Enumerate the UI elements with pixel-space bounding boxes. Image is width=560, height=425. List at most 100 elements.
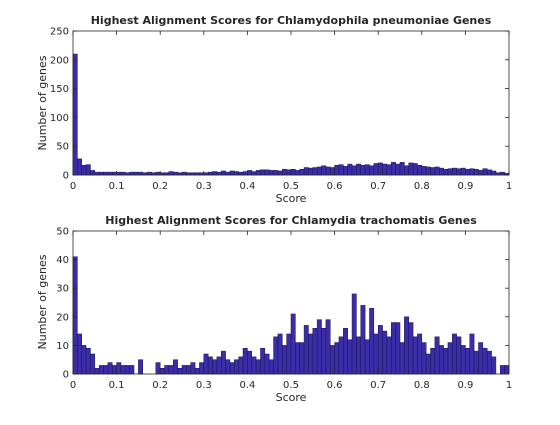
histogram-bar	[116, 362, 122, 375]
histogram-bar	[98, 171, 104, 176]
histogram-bar	[417, 164, 423, 176]
histogram-bar	[173, 171, 178, 176]
histogram-bar	[443, 168, 449, 176]
histogram-bar	[399, 162, 405, 176]
histogram-bar	[273, 170, 279, 176]
histogram-bar	[382, 330, 388, 375]
histogram-bar	[168, 171, 174, 176]
histogram-bar	[290, 313, 296, 375]
histogram-bar	[421, 342, 427, 375]
histogram-bar	[425, 166, 431, 176]
x-tick-label: 0.3	[196, 181, 212, 192]
histogram-bar	[473, 168, 479, 176]
histogram-bar	[356, 336, 362, 375]
histogram-bar	[447, 168, 453, 176]
x-tick-label: 0.5	[283, 380, 299, 391]
histogram-bar	[242, 171, 248, 176]
histogram-bar	[377, 325, 383, 375]
histogram-bar	[338, 164, 344, 176]
histogram-bar	[111, 171, 117, 176]
histogram-bar	[460, 345, 466, 375]
histogram-bar	[504, 365, 510, 375]
histogram-bar	[138, 171, 144, 176]
histogram-bar	[260, 169, 266, 176]
histogram-bar	[308, 167, 314, 176]
histogram-bar	[286, 169, 292, 176]
histogram-bar	[295, 342, 300, 375]
histogram-bar	[395, 163, 401, 176]
x-ticks: 0 0.1 0.2 0.3 0.4 0.5 0.6 0.7 0.8 0.9 1	[70, 31, 512, 192]
y-ticks: 0 50 100 150 200 250	[50, 27, 509, 182]
x-tick-label: 0	[70, 380, 76, 391]
x-ticks: 0 0.1 0.2 0.3 0.4 0.5 0.6 0.7 0.8 0.9 1	[70, 231, 512, 391]
x-tick-label: 0.4	[239, 181, 255, 192]
histogram-bar	[207, 356, 213, 375]
histogram-bar	[465, 348, 471, 375]
histogram-bar	[168, 365, 174, 375]
histogram-bar	[159, 368, 165, 375]
histogram-bar	[329, 345, 335, 375]
histogram-bar	[351, 293, 357, 375]
histogram-bar	[277, 333, 283, 375]
histogram-bar	[421, 166, 427, 176]
histogram-bar	[399, 342, 405, 375]
histogram-bar	[129, 365, 135, 375]
histogram-bar	[220, 170, 226, 176]
x-tick-label: 0.2	[152, 181, 168, 192]
histogram-bar	[107, 171, 113, 176]
y-tick-label: 30	[56, 284, 69, 295]
histogram-bar	[303, 167, 309, 176]
histogram-bar	[146, 171, 152, 176]
x-tick-label: 0.5	[283, 181, 299, 192]
histogram-bar	[98, 365, 104, 375]
histogram-bar	[103, 171, 109, 176]
histogram-bar	[434, 336, 440, 375]
histogram-bar	[133, 171, 139, 176]
histogram-bar	[173, 359, 178, 375]
histogram-bar	[491, 356, 497, 375]
x-tick-label: 0.9	[457, 380, 473, 391]
histogram-bar	[234, 359, 239, 375]
x-tick-label: 0.9	[457, 181, 473, 192]
histogram-bar	[321, 165, 327, 176]
histogram-bar	[125, 365, 130, 375]
histogram-bar	[386, 336, 392, 375]
y-tick-label: 200	[50, 55, 69, 66]
histogram-bar	[190, 362, 196, 375]
histogram-bar	[391, 162, 396, 176]
histogram-bar	[308, 333, 314, 375]
histogram-bar	[238, 171, 244, 176]
histogram-bar	[181, 365, 187, 375]
histogram-top: Highest Alignment Scores for Chlamydophi…	[36, 14, 512, 205]
histogram-bar	[356, 163, 362, 176]
histogram-bar	[500, 171, 505, 176]
histogram-bar	[103, 365, 109, 375]
histogram-bar	[417, 333, 423, 375]
histogram-bar	[116, 171, 122, 176]
histogram-bar	[478, 342, 484, 375]
histogram-bar	[408, 322, 414, 375]
histogram-bar	[447, 342, 453, 375]
histogram-bar	[500, 365, 505, 375]
histogram-bar	[369, 307, 375, 375]
histogram-bar	[312, 167, 318, 176]
histogram-bottom: Highest Alignment Scores for Chlamydia t…	[36, 214, 512, 404]
histogram-bar	[199, 362, 205, 375]
y-tick-label: 150	[50, 84, 69, 95]
x-tick-label: 0.7	[370, 181, 386, 192]
histogram-bar	[295, 170, 300, 176]
histogram-bar	[282, 345, 287, 375]
x-tick-label: 0.8	[414, 380, 430, 391]
histogram-bar	[72, 53, 78, 176]
histogram-bar	[194, 368, 200, 375]
histogram-bar	[404, 165, 409, 176]
x-axis-label: Score	[276, 192, 307, 205]
histogram-bar	[138, 359, 144, 375]
histogram-bar	[177, 368, 183, 375]
y-tick-label: 0	[63, 171, 69, 182]
histogram-bar	[360, 305, 366, 375]
histogram-bar	[460, 167, 466, 176]
histogram-bar	[94, 368, 100, 375]
histogram-bar	[347, 339, 353, 375]
histogram-bar	[325, 319, 331, 375]
